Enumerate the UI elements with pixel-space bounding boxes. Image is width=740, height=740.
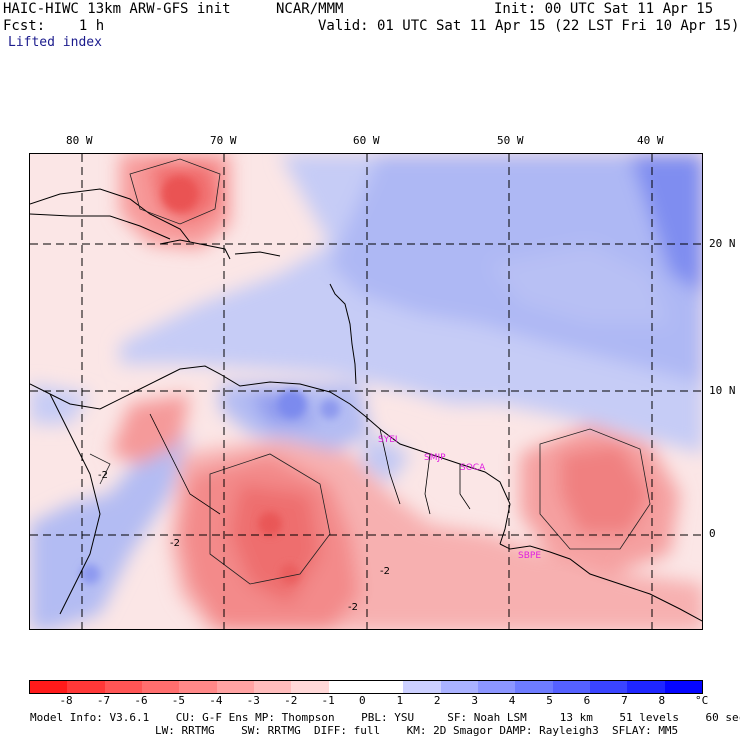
colorbar-tick: -1 xyxy=(321,694,335,707)
cuba-coast xyxy=(30,188,191,243)
colorbar-swatch xyxy=(141,681,180,693)
colorbar-swatch xyxy=(365,681,404,693)
station-labels: SYEI SMJP SOCA SBPE xyxy=(378,435,541,561)
colorbar-tick: 5 xyxy=(546,694,553,707)
lat-label-10n: 10 N xyxy=(709,384,736,397)
station-smjp: SMJP xyxy=(424,453,446,463)
graticule xyxy=(30,154,702,629)
contour-amazon xyxy=(209,453,331,585)
contour-atlantic xyxy=(539,428,651,550)
lon-label-40w: 40 W xyxy=(637,134,664,147)
colorbar-swatch xyxy=(627,681,665,693)
border-suriname xyxy=(424,453,431,515)
brazil-coast xyxy=(499,543,702,622)
valid-time: Valid: 01 UTC Sat 11 Apr 15 (22 LST Fri … xyxy=(318,18,740,34)
colorbar-swatch xyxy=(328,681,366,693)
lon-label-70w: 70 W xyxy=(210,134,237,147)
colorbar-tick: 6 xyxy=(583,694,591,707)
contour-label: -2 xyxy=(380,566,390,577)
colorbar-tick: -7 xyxy=(96,694,111,707)
colorbar-swatch xyxy=(515,681,553,693)
border-guiana xyxy=(459,464,471,510)
colorbar-tick: 7 xyxy=(621,694,628,707)
init-time: Init: 00 UTC Sat 11 Apr 15 xyxy=(494,1,714,17)
colorbar-swatch xyxy=(552,681,590,693)
colorbar-tick: 0 xyxy=(359,694,366,707)
colorbar-swatch xyxy=(589,681,628,693)
colorbar-tick: 2 xyxy=(433,694,441,707)
field-name: Lifted index xyxy=(8,35,102,50)
colorbar xyxy=(29,680,703,694)
colorbar-swatch xyxy=(664,681,702,693)
contour-labels: -2 -2 -2 -2 xyxy=(98,470,390,613)
puerto-rico-coast xyxy=(234,251,281,257)
colorbar-tick: 3 xyxy=(471,694,478,707)
org-label: NCAR/MMM xyxy=(276,1,344,17)
colorbar-swatch xyxy=(216,681,254,693)
colorbar-tick: -6 xyxy=(134,694,148,707)
colorbar-swatch xyxy=(440,681,478,693)
forecast-hour: Fcst: 1 h xyxy=(3,18,105,34)
lon-label-80w: 80 W xyxy=(66,134,93,147)
colorbar-swatch xyxy=(67,681,105,693)
station-sbpe: SBPE xyxy=(518,551,541,561)
colorbar-swatch xyxy=(253,681,292,693)
guiana-coast xyxy=(364,415,511,545)
colorbar-swatch xyxy=(291,681,329,693)
colorbar-unit: °C xyxy=(695,694,709,707)
contour-hispaniola xyxy=(129,158,221,225)
contours xyxy=(89,158,651,585)
station-syei: SYEI xyxy=(378,435,398,445)
colorbar-swatch xyxy=(30,681,68,693)
south-america-north-coast xyxy=(30,365,366,417)
field-shading xyxy=(30,154,702,629)
colorbar-tick: -5 xyxy=(171,694,186,707)
colorbar-tick: -4 xyxy=(209,694,223,707)
lifted-index-map: SYEI SMJP SOCA SBPE -2 -2 -2 -2 xyxy=(29,153,703,630)
lon-label-50w: 50 W xyxy=(497,134,524,147)
lat-label-20n: 20 N xyxy=(709,237,736,250)
contour-label: -2 xyxy=(170,538,180,549)
colorbar-swatch xyxy=(179,681,217,693)
field-detail xyxy=(80,176,340,584)
station-soca: SOCA xyxy=(460,463,486,473)
model-info-line1: Model Info: V3.6.1 CU: G-F Ens MP: Thomp… xyxy=(30,711,740,724)
map-svg: SYEI SMJP SOCA SBPE -2 -2 -2 -2 xyxy=(30,154,702,629)
colorbar-tick: -8 xyxy=(59,694,73,707)
cuba-coast-south xyxy=(30,213,171,240)
contour-label: -2 xyxy=(348,602,358,613)
contour-label: -2 xyxy=(98,470,108,481)
lesser-antilles-arc xyxy=(329,283,357,385)
model-title: HAIC-HIWC 13km ARW-GFS init xyxy=(3,1,231,17)
colorbar-swatch xyxy=(477,681,516,693)
colorbar-tick: 4 xyxy=(508,694,516,707)
colorbar-tick: -2 xyxy=(284,694,298,707)
contour-andes xyxy=(89,453,111,485)
colorbar-swatch xyxy=(403,681,441,693)
colorbar-tick: 8 xyxy=(658,694,666,707)
colorbar-tick: 1 xyxy=(396,694,404,707)
model-info-line2: LW: RRTMG SW: RRTMG DIFF: full KM: 2D Sm… xyxy=(155,724,679,737)
borders xyxy=(149,413,471,515)
colorbar-swatch xyxy=(104,681,142,693)
colorbar-tick: -3 xyxy=(246,694,260,707)
pacific-coast xyxy=(49,393,101,615)
border-colombia-venezuela xyxy=(149,413,221,515)
border-guyana xyxy=(379,428,401,505)
lon-label-60w: 60 W xyxy=(353,134,380,147)
lat-label-0: 0 xyxy=(709,527,716,540)
